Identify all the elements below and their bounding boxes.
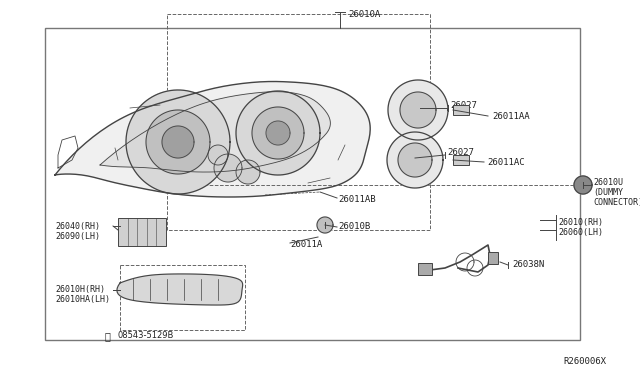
Text: 26011AA: 26011AA	[492, 112, 530, 121]
Text: 26011AC: 26011AC	[487, 158, 525, 167]
Text: 26060(LH): 26060(LH)	[558, 228, 603, 237]
Text: 26038N: 26038N	[512, 260, 544, 269]
Text: R260006X: R260006X	[563, 357, 606, 366]
Bar	[167, 14, 430, 230]
Text: Ⓢ: Ⓢ	[104, 331, 110, 341]
Text: 26010(RH): 26010(RH)	[558, 218, 603, 227]
Polygon shape	[55, 81, 370, 197]
Bar	[418, 263, 432, 275]
Polygon shape	[117, 274, 243, 305]
Polygon shape	[126, 90, 230, 194]
Bar	[453, 155, 469, 165]
Polygon shape	[317, 217, 333, 233]
Polygon shape	[266, 121, 290, 145]
Polygon shape	[236, 160, 260, 184]
Text: 26010H(RH): 26010H(RH)	[55, 285, 105, 294]
Polygon shape	[162, 126, 194, 158]
Bar	[118, 218, 166, 246]
Bar	[120, 265, 245, 330]
Polygon shape	[146, 110, 210, 174]
Text: 26010HA(LH): 26010HA(LH)	[55, 295, 110, 304]
Text: (DUMMY: (DUMMY	[593, 188, 623, 197]
Polygon shape	[252, 107, 304, 159]
Text: 26010B: 26010B	[338, 222, 371, 231]
Bar	[45, 28, 580, 340]
Polygon shape	[388, 80, 448, 140]
Polygon shape	[100, 92, 330, 172]
Text: 26010U: 26010U	[593, 178, 623, 187]
Text: 26040(RH): 26040(RH)	[55, 222, 100, 231]
Bar	[453, 105, 469, 115]
Polygon shape	[574, 176, 592, 194]
Text: CONNECTOR): CONNECTOR)	[593, 198, 640, 207]
Text: 26011AB: 26011AB	[338, 195, 376, 204]
Polygon shape	[236, 91, 320, 175]
Bar	[488, 252, 498, 264]
Text: 26011A: 26011A	[290, 240, 323, 249]
Text: 26027: 26027	[447, 148, 474, 157]
Polygon shape	[208, 145, 228, 165]
Text: 08543-5129B: 08543-5129B	[118, 331, 174, 340]
Text: 26010A: 26010A	[348, 10, 380, 19]
Polygon shape	[400, 92, 436, 128]
Polygon shape	[214, 154, 242, 182]
Text: 26027: 26027	[450, 101, 477, 110]
Text: 26090(LH): 26090(LH)	[55, 232, 100, 241]
Polygon shape	[387, 132, 443, 188]
Polygon shape	[398, 143, 432, 177]
